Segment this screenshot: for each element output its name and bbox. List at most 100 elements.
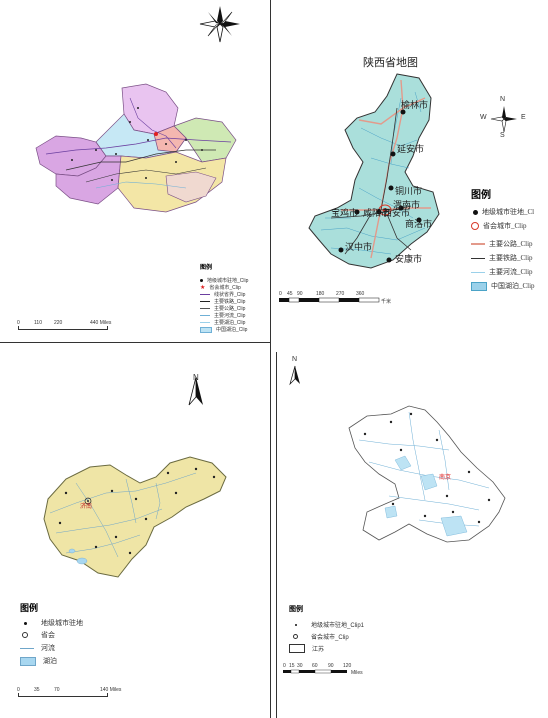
- road-line-icon: [200, 308, 210, 309]
- xinjiang-legend-item: 主要湖泊_Clip: [214, 320, 246, 326]
- shandong-map-panel: N 济南 图例 地级城市驻地 省会 河流 湖泊: [0, 343, 271, 718]
- shandong-scale-bar: 0 35 70 140 Miles: [17, 687, 138, 703]
- shandong-map: [43, 456, 227, 578]
- scale-label: 15: [289, 663, 295, 669]
- shaanxi-legend-item: 主要公路_Clip: [489, 240, 533, 248]
- city-label: 西安市: [383, 208, 411, 218]
- lake-fill-icon: [20, 656, 36, 666]
- xinjiang-legend-item: 主要铁路_Clip: [214, 299, 246, 305]
- north-label: N: [193, 373, 199, 382]
- city-label: 延安市: [397, 144, 425, 154]
- north-label: N: [292, 356, 298, 363]
- city-label: 商洛市: [405, 219, 433, 229]
- xinjiang-map-panel: 图例 地级城市驻地_Clip ★ 省会城市_Clip 线状省界_Clip 主要铁路…: [0, 0, 271, 343]
- xj-region-southeast: [165, 171, 217, 203]
- scale-label: 0: [17, 687, 20, 693]
- city-dot-icon: [295, 623, 297, 626]
- capital-ring-icon: [22, 632, 28, 638]
- xinjiang-legend-item: 主要河流_Clip: [214, 313, 246, 319]
- shandong-legend: 图例 地级城市驻地 省会 河流 湖泊: [20, 601, 140, 668]
- shaanxi-scale-bar: 0 45 90 180 270 360 千米: [279, 291, 399, 306]
- rail-line-icon: [471, 257, 485, 259]
- scale-label: 270: [336, 291, 345, 297]
- scale-label: 90: [297, 291, 303, 297]
- xinjiang-legend: 图例 地级城市驻地_Clip ★ 省会城市_Clip 线状省界_Clip 主要铁路…: [200, 262, 268, 335]
- lake-fill-icon: [200, 326, 212, 333]
- compass-rose-icon: [199, 6, 240, 43]
- shandong-legend-item: 地级城市驻地: [41, 620, 83, 627]
- scale-label: 440 Miles: [90, 320, 112, 326]
- north-arrow-icon: [289, 365, 300, 386]
- capital-ring-icon: [293, 634, 298, 639]
- shaanxi-title: 陕西省地图: [363, 57, 418, 69]
- scale-unit: 千米: [381, 299, 392, 305]
- city-label: 安康市: [395, 254, 423, 264]
- scale-unit: Miles: [351, 670, 363, 676]
- shaanxi-legend: 图例 地级城市驻地_Cl 省会城市_Clip 主要公路_Clip 主要铁路_Cl…: [471, 186, 547, 301]
- shandong-legend-item: 河流: [41, 645, 55, 652]
- xj-region-east: [173, 117, 237, 163]
- compass-north: N: [500, 96, 506, 103]
- shandong-legend-item: 湖泊: [43, 658, 57, 665]
- compass-east: E: [521, 114, 526, 121]
- jiangsu-legend-item: 地级城市驻地_Clip1: [311, 623, 365, 629]
- city-label: 汉中市: [345, 242, 373, 252]
- xinjiang-legend-item: 线状省界_Clip: [214, 292, 246, 298]
- scale-label: 30: [297, 663, 303, 669]
- xj-region-east2: [153, 125, 187, 153]
- city-dot-icon: [473, 209, 478, 215]
- shaanxi-legend-title: 图例: [471, 190, 491, 201]
- scale-label: 70: [54, 687, 60, 693]
- city-dot-icon: [200, 279, 203, 282]
- lake-fill-icon: [471, 281, 487, 291]
- scale-label: 220: [54, 320, 63, 326]
- shaanxi-legend-item: 主要铁路_Clip: [489, 254, 533, 262]
- capital-ring-icon: [471, 222, 479, 230]
- shandong-legend-item: 省会: [41, 632, 55, 639]
- xinjiang-legend-item: 中国湖泊_Clip: [216, 327, 248, 333]
- border-line-icon: [200, 294, 210, 295]
- shaanxi-legend-item: 省会城市_Clip: [483, 222, 527, 230]
- shaanxi-legend-item: 地级城市驻地_Cl: [482, 208, 535, 216]
- scale-label: 60: [312, 663, 318, 669]
- jiangsu-land: [348, 405, 506, 543]
- xinjiang-legend-item: 地级城市驻地_Clip: [207, 278, 249, 284]
- scale-label: 35: [34, 687, 40, 693]
- city-label: 榆林市: [401, 100, 429, 110]
- jiangsu-legend: 图例 地级城市驻地_Clip1 省会城市_Clip 江苏: [289, 604, 409, 658]
- xinjiang-legend-title: 图例: [200, 265, 213, 271]
- scale-label: 140 Miles: [100, 687, 122, 693]
- shaanxi-map-panel: 陕西省地图 榆林市 延安市 铜川市 宝鸡市 咸阳市 西安市 渭南市: [271, 0, 548, 330]
- shaanxi-land: [308, 73, 440, 269]
- capital-label: 济南: [80, 504, 93, 510]
- xinjiang-map: [35, 83, 237, 213]
- compass-west: W: [480, 114, 487, 121]
- scale-label: 0: [283, 663, 286, 669]
- jiangsu-map-panel: N 南京 图例 地级城市驻地_Clip1 省会城市_Clip 江苏: [276, 352, 548, 718]
- scale-label: 360: [356, 291, 365, 297]
- capital-label: 南京: [439, 475, 452, 481]
- scale-label: 180: [316, 291, 325, 297]
- city-label: 渭南市: [393, 200, 421, 210]
- jiangsu-map: [348, 405, 506, 543]
- province-fill-icon: [289, 644, 305, 653]
- city-label: 铜川市: [395, 186, 423, 196]
- scale-label: 0: [17, 320, 20, 326]
- river-line-icon: [20, 647, 34, 649]
- scale-label: 45: [287, 291, 293, 297]
- shaanxi-map: [308, 73, 440, 269]
- shandong-legend-title: 图例: [20, 603, 39, 613]
- xinjiang-legend-item: 省会城市_Clip: [209, 285, 241, 291]
- xinjiang-scale-bar: 0 110 220 440 Miles: [17, 320, 118, 340]
- compass-icon: [490, 106, 517, 133]
- city-label: 宝鸡市: [331, 208, 359, 218]
- shaanxi-legend-item: 主要河流_Clip: [489, 268, 533, 276]
- xinjiang-legend-item: 主要公路_Clip: [214, 306, 246, 312]
- rail-line-icon: [200, 301, 210, 302]
- jiangsu-legend-item: 省会城市_Clip: [311, 635, 349, 641]
- scale-label: 120: [343, 663, 352, 669]
- lake-line-icon: [200, 322, 210, 323]
- jiangsu-legend-title: 图例: [289, 606, 303, 613]
- shaanxi-legend-item: 中国湖泊_Clip: [491, 282, 535, 290]
- north-arrow-icon: [188, 376, 203, 406]
